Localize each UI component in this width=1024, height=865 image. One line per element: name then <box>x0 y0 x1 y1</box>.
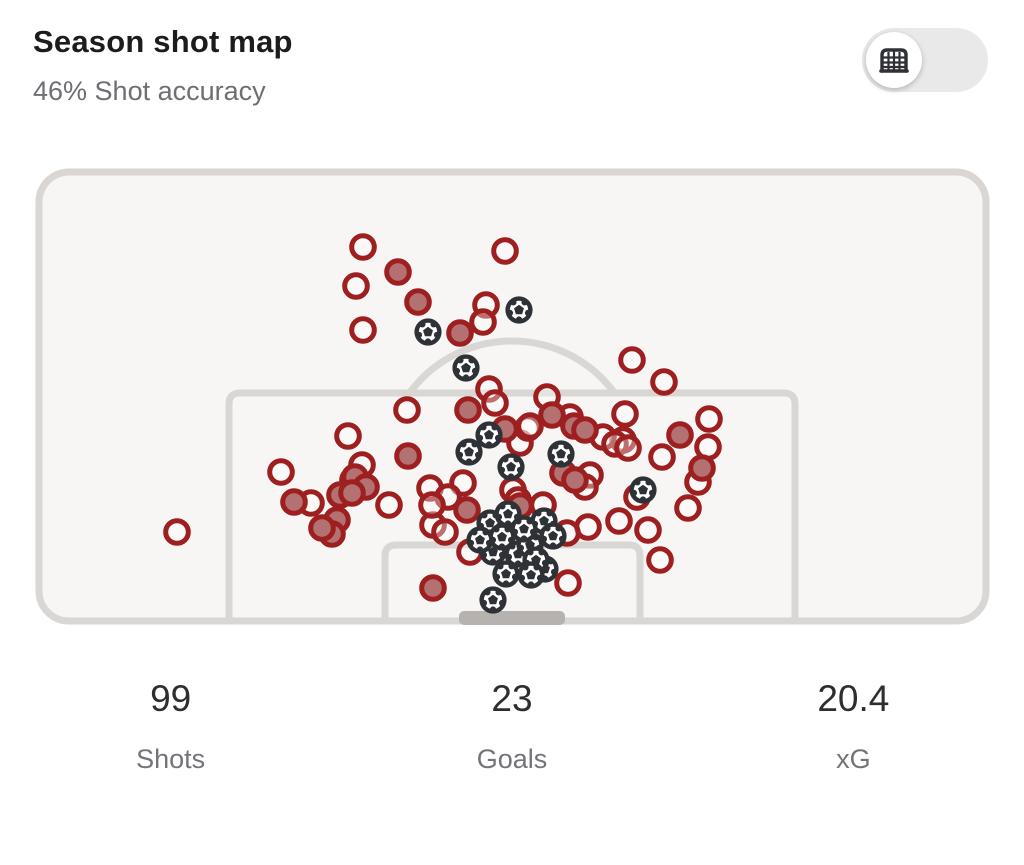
shot-marker-off-target <box>469 308 497 336</box>
shot-marker-off-target <box>491 237 519 265</box>
stat-xg-value: 20.4 <box>817 678 890 719</box>
shot-marker-off-target <box>349 233 377 261</box>
penalty-arc <box>406 337 618 396</box>
stats-row: 99 Shots 23 Goals 20.4 xG <box>0 678 1024 775</box>
shot-marker-goal <box>629 476 657 504</box>
shot-marker-on-target <box>394 442 422 470</box>
goal-bar <box>459 611 565 625</box>
shot-marker-off-target <box>611 400 639 428</box>
shot-marker-off-target <box>267 458 295 486</box>
shot-marker-off-target <box>554 569 582 597</box>
stat-shots: 99 Shots <box>0 678 341 775</box>
stat-goals-value: 23 <box>491 678 533 719</box>
shot-marker-off-target <box>674 494 702 522</box>
shot-marker-off-target <box>349 316 377 344</box>
goal-view-toggle[interactable] <box>862 28 988 92</box>
shot-marker-off-target <box>431 518 459 546</box>
shot-marker-off-target <box>695 405 723 433</box>
shot-marker-off-target <box>648 443 676 471</box>
shot-marker-on-target <box>688 454 716 482</box>
shot-marker-goal <box>466 526 494 554</box>
shot-marker-on-target <box>280 488 308 516</box>
shot-marker-goal <box>547 440 575 468</box>
shot-marker-goal <box>452 354 480 382</box>
shot-marker-goal <box>492 560 520 588</box>
shot-marker-on-target <box>419 574 447 602</box>
shot-marker-off-target <box>605 507 633 535</box>
shot-marker-off-target <box>375 491 403 519</box>
shot-marker-on-target <box>453 496 481 524</box>
shot-marker-goal <box>505 296 533 324</box>
stat-xg-label: xG <box>836 744 871 774</box>
shot-marker-goal <box>497 453 525 481</box>
shot-marker-goal <box>517 561 545 589</box>
shot-marker-off-target <box>516 412 544 440</box>
shot-marker-on-target <box>308 514 336 542</box>
stat-goals-label: Goals <box>476 744 548 774</box>
pitch <box>35 168 990 625</box>
stat-shots-label: Shots <box>136 744 206 774</box>
shot-marker-on-target <box>446 319 474 347</box>
shot-marker-goal <box>455 438 483 466</box>
shot-marker-off-target <box>342 272 370 300</box>
stat-xg: 20.4 xG <box>683 678 1024 775</box>
shot-marker-off-target <box>481 389 509 417</box>
shot-marker-off-target <box>163 518 191 546</box>
shot-marker-off-target <box>646 546 674 574</box>
shot-marker-off-target <box>475 375 503 403</box>
stat-shots-value: 99 <box>150 678 192 719</box>
shot-map-svg <box>35 168 990 625</box>
shot-map-header: Season shot map 46% Shot accuracy <box>33 24 293 107</box>
shot-marker-off-target <box>618 346 646 374</box>
goal-net-icon <box>879 48 909 73</box>
shot-marker-goal <box>510 515 538 543</box>
shot-marker-on-target <box>454 396 482 424</box>
page-title: Season shot map <box>33 24 293 59</box>
shot-marker-on-target <box>338 479 366 507</box>
shot-marker-on-target <box>404 288 432 316</box>
penalty-box <box>225 389 799 620</box>
shot-marker-on-target <box>561 466 589 494</box>
shot-marker-off-target <box>634 516 662 544</box>
shot-marker-on-target <box>571 416 599 444</box>
shot-marker-off-target <box>334 422 362 450</box>
shot-markers <box>163 233 723 614</box>
shot-marker-goal <box>414 318 442 346</box>
shot-marker-goal <box>479 586 507 614</box>
shot-marker-on-target <box>666 421 694 449</box>
goal-view-toggle-knob[interactable] <box>866 32 922 88</box>
shot-marker-off-target <box>650 368 678 396</box>
shot-marker-on-target <box>384 258 412 286</box>
shot-marker-off-target <box>393 396 421 424</box>
stat-goals: 23 Goals <box>341 678 682 775</box>
shot-accuracy-subtitle: 46% Shot accuracy <box>33 76 266 106</box>
shot-marker-off-target <box>418 491 446 519</box>
shot-marker-on-target <box>538 401 566 429</box>
shot-marker-off-target <box>614 434 642 462</box>
